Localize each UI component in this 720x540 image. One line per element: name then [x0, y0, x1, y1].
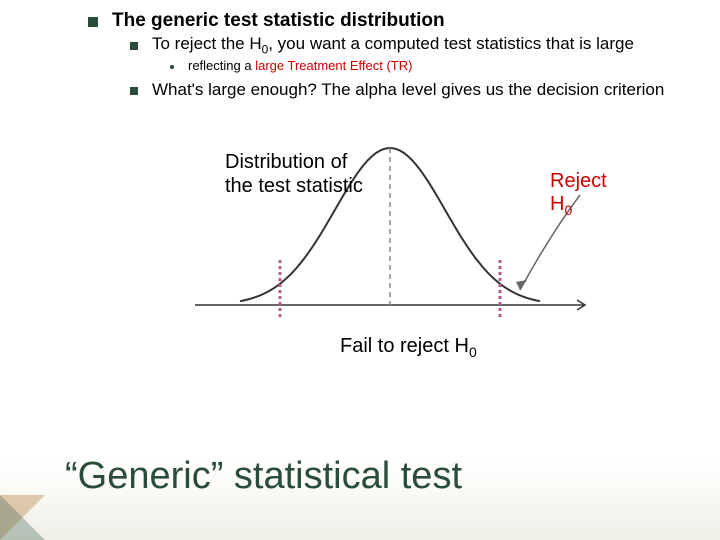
text-fragment: Fail to reject H	[340, 335, 469, 357]
text-fragment: Reject H	[550, 170, 607, 215]
text-fragment: To reject the H	[152, 34, 262, 53]
bullet-dot	[170, 65, 174, 69]
text-fragment: , you want a computed test statistics th…	[268, 34, 634, 53]
bullet-square-l1	[88, 17, 98, 27]
text-reject-h0: To reject the H0, you want a computed te…	[152, 34, 634, 56]
corner-decoration	[0, 495, 45, 540]
distribution-chart: Distribution of the test statistic Rejec…	[180, 140, 620, 360]
heading-l1: The generic test statistic distribution	[112, 10, 445, 32]
bullet-square-l2	[130, 42, 138, 50]
text-fragment: reflecting a	[188, 58, 255, 73]
label-fail-to-reject: Fail to reject H0	[340, 335, 477, 360]
text-alpha-criterion: What's large enough? The alpha level giv…	[152, 80, 664, 100]
slide-title: “Generic” statistical test	[65, 455, 462, 498]
text-fragment-red: large Treatment Effect (TR)	[255, 58, 412, 73]
bullet-square-l2	[130, 87, 138, 95]
label-reject-h0: Reject H0	[550, 170, 620, 218]
label-distribution: Distribution of the test statistic	[225, 150, 363, 198]
text-treatment-effect: reflecting a large Treatment Effect (TR)	[188, 58, 412, 73]
